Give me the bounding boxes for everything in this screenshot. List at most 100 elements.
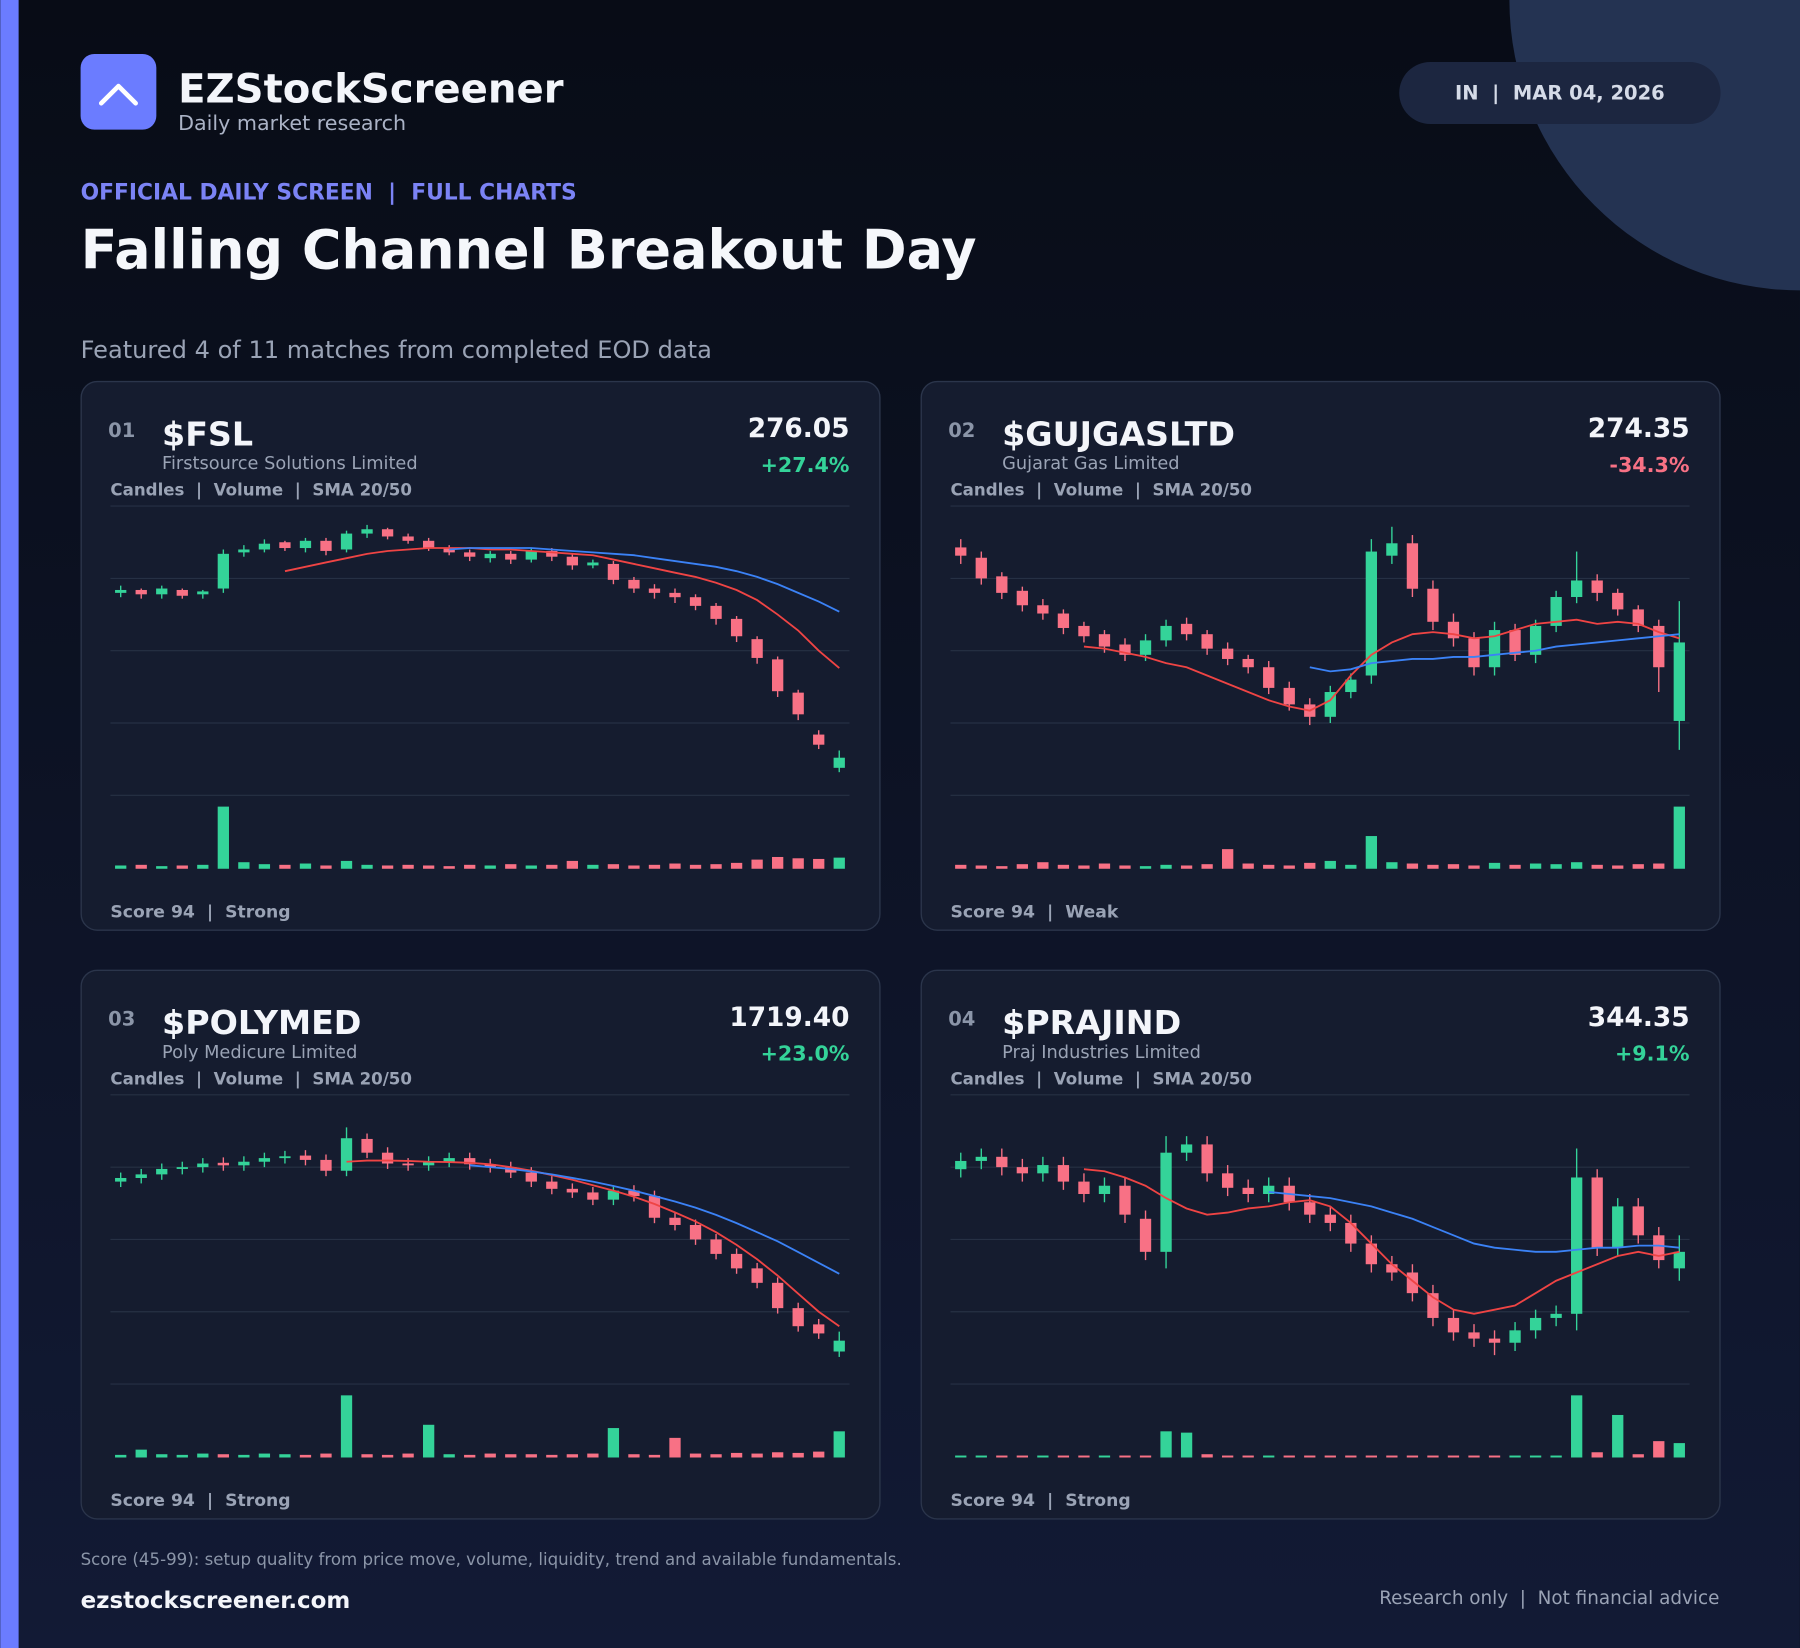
candle-body bbox=[238, 1161, 250, 1166]
candle-body bbox=[813, 734, 825, 745]
candle-body bbox=[197, 591, 209, 595]
candle-body bbox=[689, 597, 702, 606]
volume-bar bbox=[422, 1424, 435, 1458]
candle-body bbox=[443, 548, 455, 553]
volume-bar bbox=[546, 1454, 558, 1458]
volume-bar bbox=[1345, 864, 1357, 869]
candle-body bbox=[299, 1155, 312, 1160]
footer-site: ezstockscreener.com bbox=[81, 1588, 351, 1614]
candle-body bbox=[975, 1156, 987, 1161]
candle-body bbox=[1057, 613, 1070, 628]
title: Falling Channel Breakout Day bbox=[81, 219, 977, 282]
accent-bar bbox=[0, 0, 19, 1648]
sma20-line bbox=[346, 1159, 840, 1327]
sma20-line bbox=[1083, 618, 1680, 712]
candle-body bbox=[1098, 1185, 1111, 1194]
candle-body bbox=[1673, 1251, 1685, 1269]
candle-body bbox=[1427, 588, 1439, 622]
volume-bar bbox=[525, 865, 537, 869]
volume-bar bbox=[772, 1452, 784, 1458]
candle-body bbox=[1263, 667, 1275, 688]
candle-body bbox=[402, 536, 414, 541]
volume-bar bbox=[1612, 1414, 1624, 1458]
candle-body bbox=[1509, 630, 1521, 655]
candle-body bbox=[217, 553, 229, 589]
volume-bar bbox=[156, 1454, 168, 1458]
volume-bar bbox=[1447, 864, 1460, 869]
volume-bar bbox=[1447, 1455, 1460, 1458]
volume-bar bbox=[1057, 1455, 1070, 1458]
candle-body bbox=[813, 1324, 825, 1334]
features: Candles | Volume | SMA 20/50 bbox=[950, 481, 1252, 501]
candle-body bbox=[648, 588, 661, 593]
volume-bar bbox=[628, 865, 640, 869]
volume-bar bbox=[238, 1454, 250, 1458]
volume-bar bbox=[361, 864, 373, 869]
candle-body bbox=[1529, 1317, 1542, 1331]
company: Firstsource Solutions Limited bbox=[162, 453, 418, 474]
candle-body bbox=[156, 1168, 168, 1175]
volume-bar bbox=[587, 1453, 599, 1458]
edition: IN | MAR 04, 2026 bbox=[1455, 81, 1665, 104]
volume-bar bbox=[1057, 864, 1070, 869]
change: +9.1% bbox=[1615, 1042, 1690, 1066]
volume-bar bbox=[1078, 865, 1090, 869]
price: 274.35 bbox=[1588, 414, 1690, 444]
candle-body bbox=[1180, 1144, 1193, 1153]
volume-bar bbox=[1673, 1443, 1685, 1458]
volume-bar bbox=[402, 1453, 414, 1458]
candle-body bbox=[1406, 543, 1419, 589]
volume-bar bbox=[361, 1454, 373, 1458]
footer-disclaimer: Research only | Not financial advice bbox=[1379, 1588, 1719, 1609]
candle-body bbox=[258, 543, 271, 550]
candle-body bbox=[1488, 630, 1501, 668]
candle-body bbox=[751, 639, 763, 658]
volume-bar bbox=[381, 1454, 394, 1458]
candle-body bbox=[197, 1163, 209, 1168]
sma50-line bbox=[1309, 633, 1680, 673]
volume-bar bbox=[176, 1454, 188, 1458]
candle-body bbox=[607, 1190, 620, 1200]
volume-bar bbox=[975, 1455, 987, 1458]
candle-body bbox=[833, 757, 845, 768]
volume-bar bbox=[1591, 864, 1603, 869]
volume-bar bbox=[340, 1395, 353, 1458]
candle-body bbox=[669, 1217, 681, 1225]
volume-bar bbox=[1119, 1455, 1131, 1458]
volume-bar bbox=[1324, 860, 1336, 869]
candle-body bbox=[751, 1268, 763, 1283]
candle-body bbox=[484, 1164, 496, 1168]
volume-bar bbox=[751, 859, 763, 869]
candle-body bbox=[1016, 1167, 1028, 1174]
volume-bar bbox=[1612, 865, 1624, 869]
change: +27.4% bbox=[761, 453, 850, 477]
volume-bar bbox=[422, 865, 435, 869]
candle-body bbox=[464, 552, 476, 557]
volume-bar bbox=[1180, 1432, 1193, 1458]
candle-body bbox=[996, 576, 1008, 593]
logo bbox=[80, 53, 157, 130]
volume-bar bbox=[1016, 1455, 1028, 1458]
volume-bar bbox=[813, 1451, 825, 1458]
volume-bar bbox=[197, 1453, 209, 1458]
volume-bar bbox=[1283, 865, 1295, 869]
volume-bar bbox=[484, 865, 496, 869]
candle-body bbox=[1632, 1206, 1644, 1236]
volume-bar bbox=[505, 1454, 517, 1458]
volume-bar bbox=[566, 860, 578, 869]
sma50-line bbox=[449, 547, 840, 613]
volume-bar bbox=[443, 1454, 455, 1458]
score: Score 94 | Strong bbox=[110, 1491, 290, 1511]
change: -34.3% bbox=[1609, 453, 1689, 477]
candle-body bbox=[1119, 1185, 1131, 1215]
candle-body bbox=[546, 1181, 558, 1189]
candle-body bbox=[1037, 605, 1049, 614]
volume-bar bbox=[238, 862, 250, 869]
volume-bar bbox=[299, 863, 312, 869]
rank: 01 bbox=[108, 419, 135, 442]
volume-bar bbox=[156, 866, 168, 869]
candle-body bbox=[135, 589, 147, 595]
